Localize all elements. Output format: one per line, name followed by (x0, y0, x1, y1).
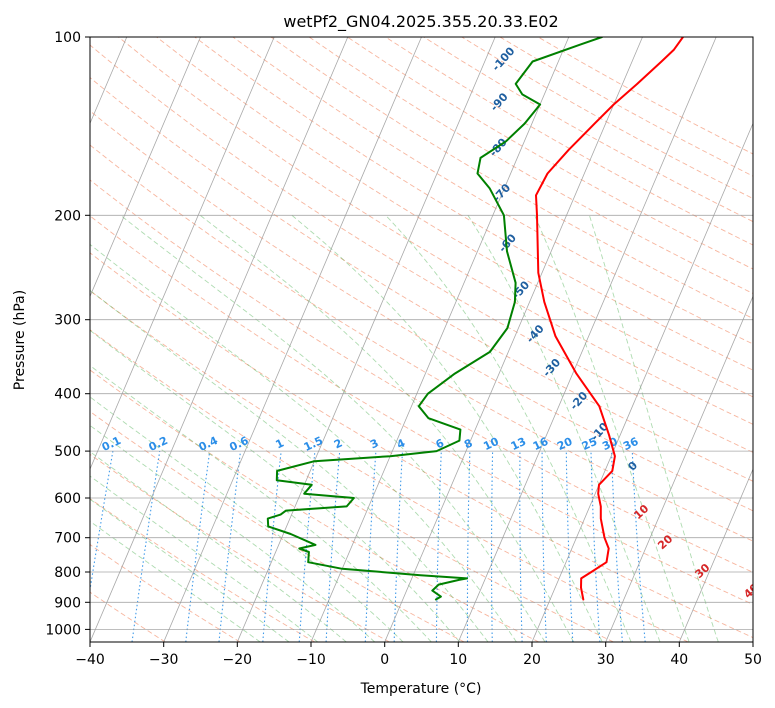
moist-adiabat-line (385, 214, 632, 642)
y-tick-label: 400 (54, 387, 81, 403)
dry-adiabat-line (90, 591, 166, 642)
temperature-profile-line (535, 37, 684, 601)
dry-adiabat-line (90, 453, 390, 642)
y-axis-ticks: 1000 900 800 700 600 500 400 300 200 100 (45, 30, 90, 638)
x-tick-label: −30 (149, 652, 179, 668)
x-tick-label: −10 (296, 652, 326, 668)
moist-adiabat-line (90, 424, 376, 642)
moist-adiabat-line (90, 475, 319, 642)
dry-adiabat-line (90, 290, 689, 642)
y-tick-label: 600 (54, 491, 81, 507)
dry-adiabat-line (194, 37, 753, 371)
mixing-ratio-label: 10 (481, 435, 501, 453)
y-tick-label: 800 (54, 565, 81, 581)
x-axis-title: Temperature (°C) (360, 681, 482, 697)
mixing-ratio-label: 20 (555, 435, 575, 453)
dry-adiabat-line (90, 144, 753, 542)
y-tick-label: 300 (54, 313, 81, 329)
moist-adiabat-line (90, 243, 517, 642)
profile-series (266, 37, 684, 601)
y-tick-label: 200 (54, 208, 81, 224)
mixing-ratio-line (631, 451, 646, 642)
plot-area: -100-90-80-70-60-50-40-30-20-100 1020304… (90, 37, 761, 642)
moist-adiabat-line (534, 215, 690, 642)
mixing-ratio-label: 30 (600, 435, 620, 453)
moist-adiabat-label: 40 (741, 581, 761, 601)
dry-adiabat-line (90, 77, 753, 482)
mixing-ratio-line (185, 451, 211, 642)
isotherm-gridlines (90, 37, 753, 642)
y-axis-title: Pressure (hPa) (12, 290, 28, 390)
moist-adiabat-line (588, 215, 719, 642)
dry-adiabat-line (90, 215, 753, 605)
x-tick-label: 40 (670, 652, 688, 668)
moist-adiabat-line (120, 214, 546, 642)
isotherm-line (384, 37, 643, 642)
dry-adiabats (90, 37, 753, 642)
x-tick-label: 50 (744, 652, 762, 668)
moist-adiabats (90, 214, 719, 642)
isotherm-line (531, 122, 753, 642)
x-tick-label: −40 (75, 652, 105, 668)
y-tick-label: 100 (54, 30, 81, 46)
moist-adiabat-line (291, 214, 603, 642)
mixing-ratio-line (262, 451, 282, 642)
x-tick-label: 10 (449, 652, 467, 668)
dry-adiabat-line (90, 179, 753, 573)
isotherm-line (678, 468, 753, 642)
isotherm-line (163, 37, 422, 642)
y-tick-label: 500 (54, 444, 81, 460)
isotherm-line (90, 37, 201, 298)
dry-adiabat-line (90, 110, 753, 512)
moist-adiabat-line (90, 396, 404, 642)
mixing-ratio-label: 36 (621, 435, 641, 453)
isotherm-line (310, 37, 570, 642)
isotherm-line (90, 37, 275, 471)
plot-frame (89, 36, 754, 643)
mixing-ratio-label: 25 (580, 435, 599, 453)
x-tick-label: −20 (223, 652, 253, 668)
dewpoint-profile-line (266, 37, 603, 601)
x-axis-ticks: −40 −30 −20 −10 0 10 20 30 40 50 (75, 642, 762, 668)
dry-adiabat-line (232, 37, 753, 345)
dry-adiabat-line (90, 410, 465, 642)
x-tick-label: 0 (380, 652, 389, 668)
isotherm-line (457, 37, 717, 642)
moist-adiabat-line (90, 520, 261, 642)
mixing-ratio-line (218, 451, 242, 642)
mixing-ratio-label: 16 (531, 435, 551, 453)
dry-adiabat-line (90, 498, 315, 642)
isobar-gridlines (90, 37, 753, 630)
mixing-ratio-label: 13 (509, 435, 528, 453)
isotherm-line (90, 37, 349, 642)
y-tick-label: 700 (54, 531, 81, 547)
moist-adiabat-line (90, 451, 347, 642)
y-tick-label: 900 (54, 595, 81, 611)
chart-title: wetPf2_GN04.2025.355.20.33.E02 (283, 12, 558, 32)
moist-adiabat-line (90, 289, 489, 642)
y-tick-label: 1000 (45, 622, 81, 638)
moist-adiabat-line (90, 329, 461, 642)
dry-adiabat-line (270, 37, 753, 319)
mixing-ratio-line (90, 451, 114, 594)
isotherm-line (605, 295, 753, 642)
dry-adiabat-line (156, 37, 753, 398)
isotherm-line (236, 37, 496, 642)
dry-adiabat-line (90, 369, 540, 642)
moist-adiabat-line (199, 214, 574, 642)
x-tick-label: 30 (597, 652, 615, 668)
x-tick-label: 20 (523, 652, 541, 668)
